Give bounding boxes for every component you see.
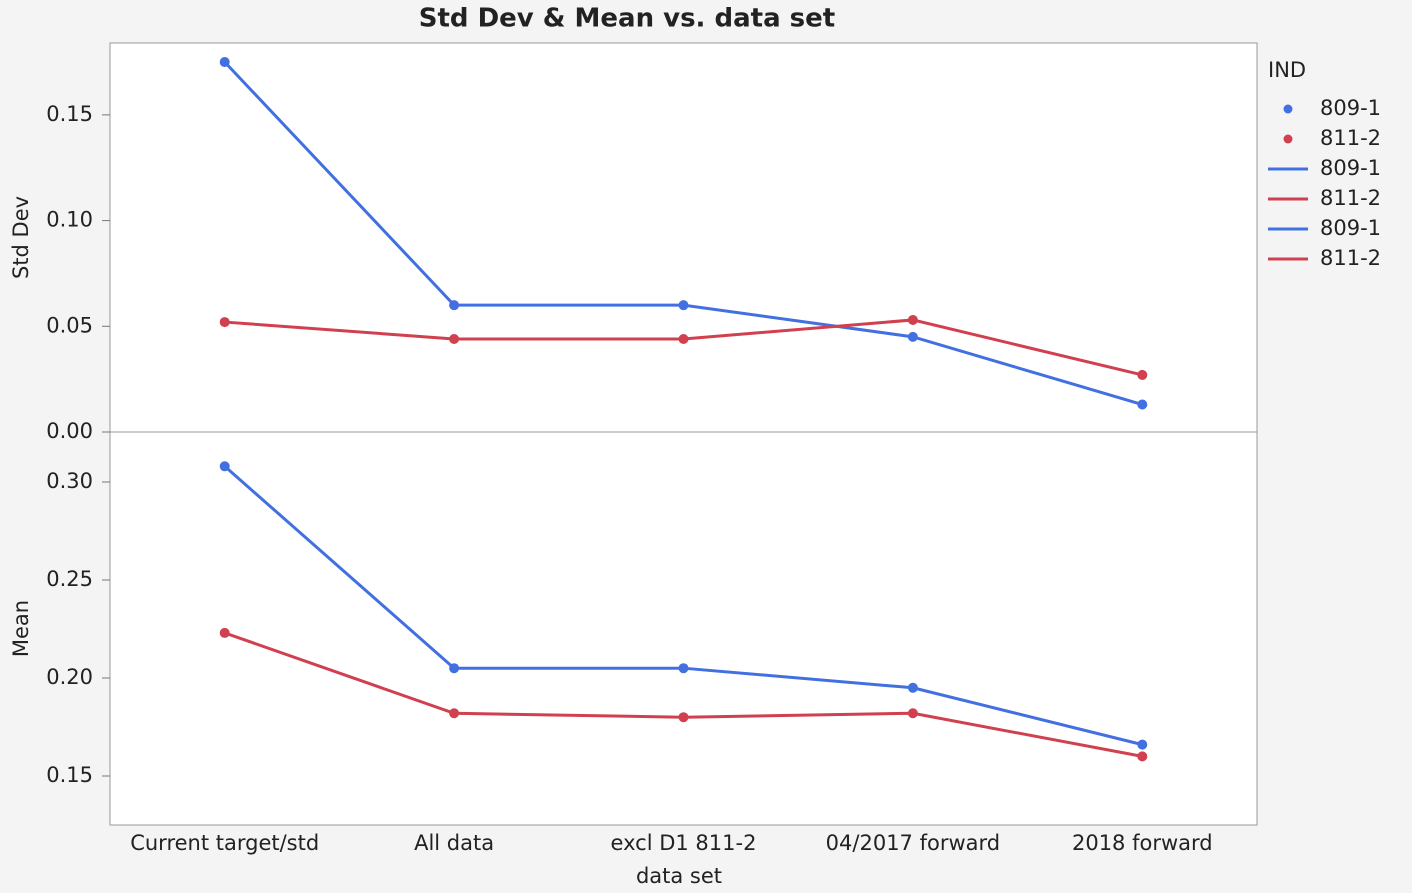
y-tick-label: 0.20 [46, 665, 93, 689]
data-point [678, 300, 689, 311]
y-tick-label: 0.30 [46, 469, 93, 493]
data-point [449, 663, 460, 674]
legend-marker [1283, 134, 1293, 144]
y-axis-label: Std Dev [9, 196, 33, 279]
legend-marker [1283, 104, 1293, 114]
x-tick-label: Current target/std [130, 831, 319, 855]
data-point [1137, 751, 1148, 762]
y-tick-label: 0.25 [46, 567, 93, 591]
y-axis-label: Mean [9, 600, 33, 657]
legend-label: 811-2 [1320, 246, 1381, 270]
x-tick-label: excl D1 811-2 [611, 831, 757, 855]
x-tick-label: 04/2017 forward [826, 831, 1000, 855]
legend-label: 811-2 [1320, 186, 1381, 210]
y-tick-label: 0.05 [46, 313, 93, 337]
data-point [907, 708, 918, 719]
x-tick-label: 2018 forward [1072, 831, 1213, 855]
y-tick-label: 0.15 [46, 763, 93, 787]
data-point [1137, 739, 1148, 750]
legend-label: 809-1 [1320, 156, 1381, 180]
y-tick-label: 0.15 [46, 102, 93, 126]
data-point [449, 333, 460, 344]
data-point [678, 663, 689, 674]
data-point [219, 317, 230, 328]
chart-title: Std Dev & Mean vs. data set [419, 4, 835, 34]
legend-label: 811-2 [1320, 126, 1381, 150]
plot-frame [109, 42, 1258, 826]
legend-label: 809-1 [1320, 216, 1381, 240]
data-point [678, 712, 689, 723]
legend-title: IND [1268, 58, 1306, 82]
x-tick-label: All data [414, 831, 494, 855]
x-axis-label: data set [636, 864, 722, 888]
data-point [219, 57, 230, 68]
data-point [449, 300, 460, 311]
data-point [907, 314, 918, 325]
data-point [678, 333, 689, 344]
data-point [907, 331, 918, 342]
data-point [1137, 369, 1148, 380]
data-point [219, 627, 230, 638]
data-point [907, 682, 918, 693]
legend-label: 809-1 [1320, 96, 1381, 120]
y-tick-label: 0.10 [46, 208, 93, 232]
data-point [1137, 399, 1148, 410]
data-point [449, 708, 460, 719]
data-point [219, 461, 230, 472]
y-tick-label: 0.00 [46, 419, 93, 443]
